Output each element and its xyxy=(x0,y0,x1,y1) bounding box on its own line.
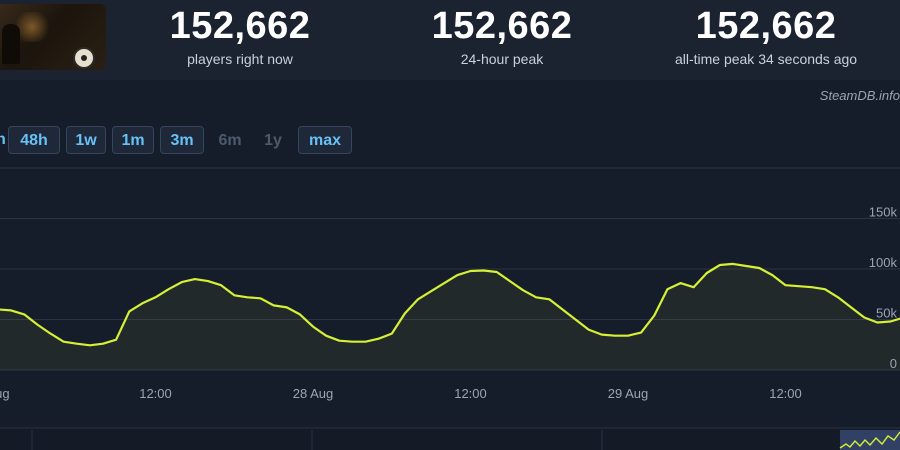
navigator-series-line xyxy=(839,431,900,449)
x-tick-label: 12:00 xyxy=(139,386,172,401)
y-tick-label: 0 xyxy=(890,356,897,371)
y-tick-label: 150k xyxy=(869,205,898,220)
chart-area xyxy=(0,263,900,370)
chart-gridlines xyxy=(0,167,900,371)
zoom-button-clipped[interactable]: n xyxy=(0,131,6,148)
zoom-button-1y: 1y xyxy=(264,132,282,149)
x-tick-label: 29 Aug xyxy=(608,386,649,401)
header-bar: 152,662 players right now 152,662 24-hou… xyxy=(0,0,900,80)
y-tick-label: 100k xyxy=(869,255,898,270)
x-tick-label: Aug xyxy=(0,386,10,401)
y-axis-ticks: 0 50k 100k 150k xyxy=(869,205,898,372)
zoom-button-3m[interactable]: 3m xyxy=(160,126,204,154)
game-cover-image[interactable] xyxy=(0,4,106,70)
stat-24h-peak: 152,662 24-hour peak xyxy=(382,4,622,68)
zoom-button-1w[interactable]: 1w xyxy=(66,126,106,154)
navigator-selection[interactable] xyxy=(840,430,900,450)
navigator-background xyxy=(0,428,900,450)
y-tick-label: 50k xyxy=(876,306,897,321)
zoom-button-max[interactable]: max xyxy=(298,126,352,154)
zoom-button-48h[interactable]: 48h xyxy=(8,126,60,154)
stat-value: 152,662 xyxy=(169,5,311,47)
chart-line xyxy=(0,262,900,347)
navigator-strip[interactable] xyxy=(0,427,900,450)
series-line xyxy=(0,262,900,347)
cover-art-figure xyxy=(2,24,20,64)
x-tick-label: 12:00 xyxy=(454,386,487,401)
stat-all-time-peak: 152,662 all-time peak 34 seconds ago xyxy=(646,4,886,68)
series-area xyxy=(0,263,900,370)
stat-label: 24-hour peak xyxy=(460,51,544,67)
x-tick-label: 28 Aug xyxy=(293,386,334,401)
x-tick-label: 12:00 xyxy=(769,386,802,401)
stat-players-now: 152,662 players right now xyxy=(120,4,360,68)
stat-value: 152,662 xyxy=(695,5,837,47)
attribution-text[interactable]: SteamDB.info xyxy=(819,88,900,103)
stat-value: 152,662 xyxy=(431,5,573,47)
zoom-button-6m: 6m xyxy=(218,132,242,149)
game-emblem-icon xyxy=(73,47,95,69)
stat-label: players right now xyxy=(187,51,293,67)
zoom-button-1m[interactable]: 1m xyxy=(112,126,154,154)
zoom-selector: n 48h 1w 1m 3m 6m 1y max xyxy=(0,126,900,156)
stat-label: all-time peak 34 seconds ago xyxy=(674,51,858,67)
